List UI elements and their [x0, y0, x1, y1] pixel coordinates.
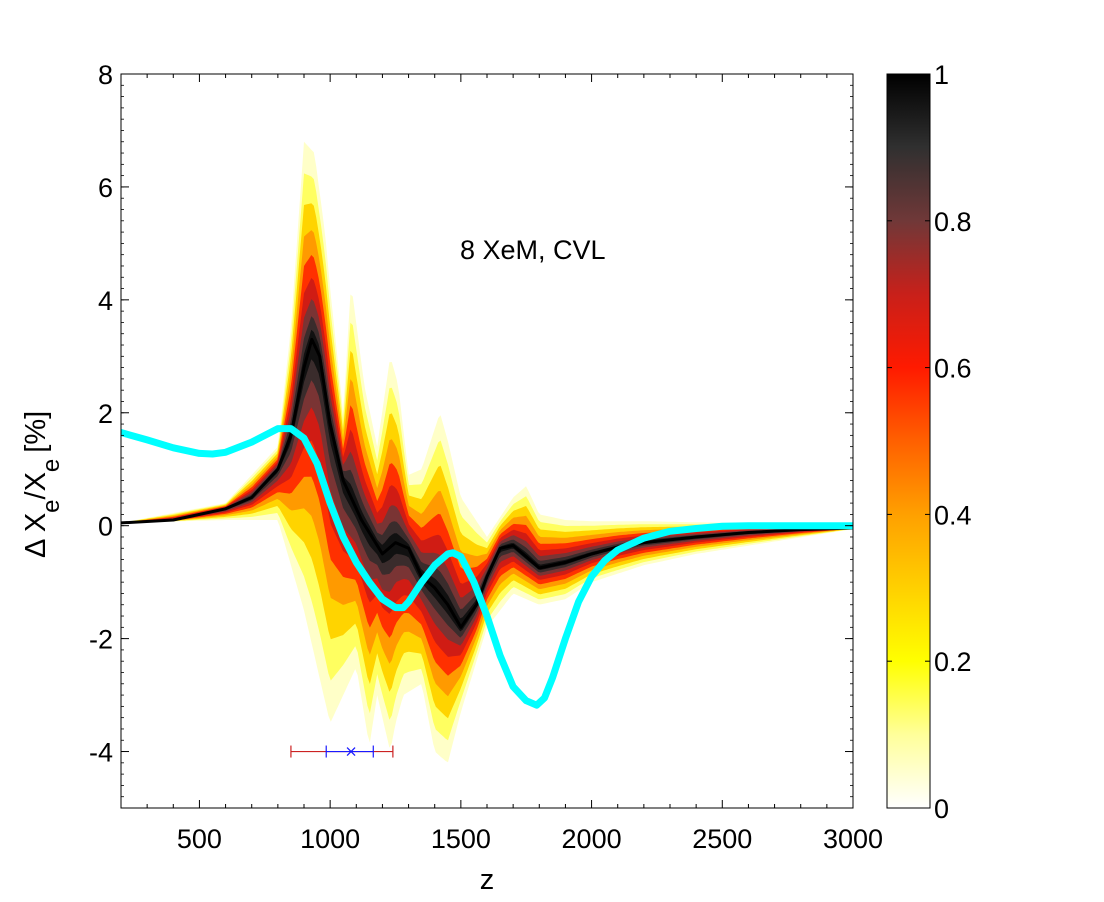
x-tick-label: 2000: [562, 824, 622, 854]
cyan-reference-line: [121, 425, 853, 709]
x-tick-label: 1000: [300, 824, 360, 854]
colorbar-tick-label: 0.8: [934, 207, 972, 237]
colorbar-tick-label: 0.2: [934, 647, 972, 677]
y-tick-label: -2: [89, 625, 113, 655]
axis-tick-labels: 500 1000 1500 2000 2500 3000 -4 -2 0 2 4 6 8: [89, 60, 883, 854]
error-bars: [290, 745, 394, 758]
y-tick-label: 2: [98, 399, 113, 429]
colorbar: 0 0.2 0.4 0.6 0.8 1: [886, 60, 972, 824]
x-tick-label: 2500: [692, 824, 752, 854]
x-axis-title: z: [480, 864, 495, 896]
density-band-7: [121, 316, 853, 638]
y-axis-title-sub2: e: [38, 459, 65, 472]
x-tick-label: 3000: [823, 824, 883, 854]
y-axis-title-main: Δ X: [20, 513, 52, 558]
colorbar-tick-label: 0.4: [934, 500, 972, 530]
plot-frame: [120, 73, 854, 809]
series-lines: [121, 337, 853, 709]
x-tick-label: 1500: [431, 824, 491, 854]
median-line: [121, 337, 853, 629]
y-tick-label: -4: [89, 738, 113, 768]
colorbar-tick-label: 0.6: [934, 354, 972, 384]
axis-ticks: [121, 73, 854, 809]
y-axis-title-mid: /X: [20, 472, 52, 499]
y-tick-label: 6: [98, 173, 113, 203]
colorbar-tick-label: 1: [934, 60, 949, 90]
density-band-2: [121, 203, 853, 719]
annotation-label: 8 XeM, CVL: [460, 235, 606, 265]
svg-text:Δ Xe/Xe[%]: Δ Xe/Xe[%]: [20, 411, 65, 558]
colorbar-gradient: [886, 73, 931, 809]
y-axis-title-sub1: e: [38, 499, 65, 512]
y-tick-label: 0: [98, 512, 113, 542]
x-tick-label: 500: [177, 824, 222, 854]
y-tick-label: 8: [98, 60, 113, 90]
y-axis-title: Δ Xe/Xe[%]: [20, 411, 65, 558]
y-tick-label: 4: [98, 286, 113, 316]
colorbar-ticks: 0 0.2 0.4 0.6 0.8 1: [887, 60, 972, 824]
colorbar-tick-label: 0: [934, 794, 949, 824]
y-axis-title-unit: [%]: [20, 411, 52, 453]
blue-interval-center-marker: [346, 747, 356, 756]
